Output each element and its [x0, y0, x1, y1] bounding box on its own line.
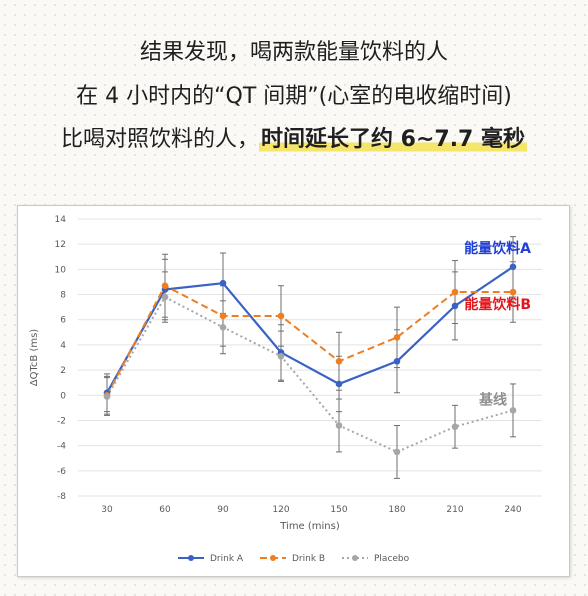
data-point-drink-b: [451, 288, 459, 296]
data-point-drink-b: [393, 334, 401, 341]
data-point-drink-b: [335, 357, 343, 365]
grid-layer: [78, 218, 542, 497]
legend-marker-drink-a: [188, 555, 194, 561]
y-tick-label: 2: [60, 366, 66, 376]
y-tick-label: 4: [60, 341, 66, 351]
legend-label-placebo: Placebo: [374, 554, 410, 564]
x-axis-title: Time (mins): [279, 521, 340, 532]
series-lines-layer: [106, 265, 514, 453]
headline-highlight: 时间延长了约 6~7.7 毫秒: [258, 127, 528, 152]
annotation-drink-b: 能量饮料B: [464, 296, 531, 313]
x-tick-label: 240: [504, 505, 521, 515]
data-point-placebo: [393, 448, 401, 456]
y-tick-label: 14: [55, 215, 67, 225]
series-line-placebo: [106, 296, 514, 453]
data-point-drink-a: [509, 263, 517, 271]
headline-line-3-prefix: 比喝对照饮料的人，: [60, 127, 259, 152]
data-point-placebo: [219, 323, 227, 331]
axis-layer: -8 -6 -4 -2 0 2 4 6 8 10 12 14 30 60 90 120 150 180 210 240…: [29, 215, 522, 532]
data-point-placebo: [277, 352, 285, 360]
headline-line-2: 在 4 小时内的“QT 间期”(心室的电收缩时间): [76, 84, 512, 109]
legend-marker-placebo: [352, 555, 358, 561]
data-point-placebo: [509, 407, 517, 414]
x-tick-label: 210: [446, 505, 463, 515]
data-point-drink-b: [509, 288, 517, 296]
x-tick-label: 30: [101, 505, 113, 515]
legend: Drink A Drink B Placebo: [178, 554, 410, 564]
headline-line-3: 比喝对照饮料的人，时间延长了约 6~7.7 毫秒: [0, 127, 588, 152]
error-bars-layer: [104, 236, 516, 479]
y-tick-label: 10: [55, 265, 67, 275]
data-point-placebo: [103, 393, 111, 400]
data-point-drink-b: [161, 282, 169, 290]
data-point-drink-b: [277, 312, 285, 320]
data-point-placebo: [335, 422, 343, 429]
legend-label-drink-a: Drink A: [210, 554, 244, 564]
y-tick-label: -8: [57, 492, 66, 502]
series-line-drink-a: [106, 265, 514, 394]
y-axis-title: ΔQTcB (ms): [29, 329, 40, 387]
points-layer: [103, 263, 517, 456]
annotation-placebo: 基线: [479, 391, 507, 408]
data-point-drink-a: [219, 279, 227, 287]
x-tick-label: 180: [388, 505, 405, 515]
y-tick-label: 6: [60, 316, 66, 326]
data-point-placebo: [451, 423, 459, 431]
data-point-placebo: [161, 293, 169, 301]
data-point-drink-b: [219, 312, 227, 320]
x-tick-label: 150: [330, 505, 347, 515]
series-line-drink-b: [106, 284, 513, 396]
data-point-drink-a: [451, 302, 459, 310]
y-tick-label: 8: [60, 291, 66, 301]
data-point-drink-a: [393, 357, 401, 365]
x-tick-label: 120: [272, 505, 289, 515]
annotation-layer: 能量饮料A 能量饮料B 基线: [464, 240, 531, 409]
y-tick-label: 0: [60, 391, 66, 401]
y-tick-label: -2: [57, 416, 66, 426]
data-point-drink-a: [335, 380, 343, 388]
x-tick-label: 60: [159, 505, 171, 515]
legend-label-drink-b: Drink B: [292, 554, 325, 564]
headline-line-1: 结果发现，喝两款能量饮料的人: [139, 40, 448, 65]
x-tick-label: 90: [217, 505, 229, 515]
y-tick-label: -4: [57, 442, 66, 452]
legend-marker-drink-b: [270, 555, 276, 561]
annotation-drink-a: 能量饮料A: [464, 240, 531, 257]
chart-card: -8 -6 -4 -2 0 2 4 6 8 10 12 14 30 60 90 120 150 180 210 240…: [17, 205, 570, 577]
y-tick-label: 12: [55, 240, 66, 250]
qtc-line-chart: -8 -6 -4 -2 0 2 4 6 8 10 12 14 30 60 90 120 150 180 210 240…: [29, 215, 542, 564]
y-tick-label: -6: [57, 467, 66, 477]
